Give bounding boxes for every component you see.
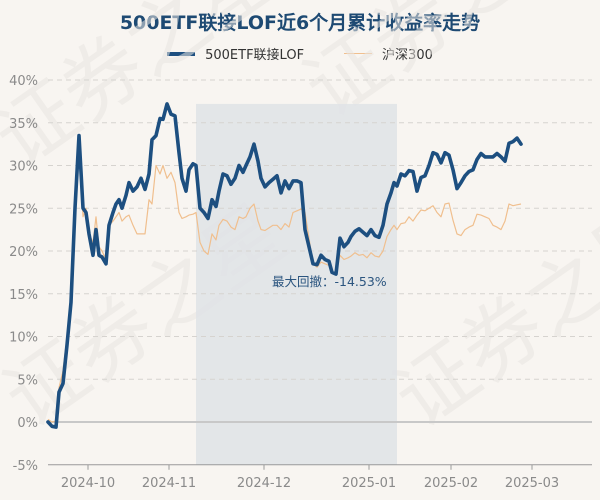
chart-title: 500ETF联接LOF近6个月累计收益率走势 (119, 12, 481, 34)
y-tick-label: 35% (9, 117, 38, 132)
legend-label-fund: 500ETF联接LOF (205, 48, 305, 63)
x-axis: 2024-10 2024-11 2024-12 2025-01 2025-02 2025-… (48, 464, 592, 491)
watermark-text: 证券之星 (378, 186, 600, 446)
x-tick-label: 2025-03 (505, 476, 559, 491)
series-line-hs300 (47, 143, 522, 423)
y-axis: 40% 35% 30% 25% 20% 15% 10% 5% 0% -5% (9, 74, 38, 474)
y-tick-label: -5% (13, 459, 38, 474)
legend: 500ETF联接LOF 沪深300 (0, 44, 600, 63)
legend-swatch-index (344, 52, 373, 55)
y-tick-label: 40% (9, 74, 38, 89)
y-tick-label: 5% (17, 373, 38, 388)
max-drawdown-label: 最大回撤：-14.53% (272, 274, 387, 289)
x-tick-label: 2024-10 (61, 476, 115, 491)
y-tick-label: 10% (9, 331, 38, 346)
legend-item-fund[interactable]: 500ETF联接LOF (167, 44, 304, 63)
x-tick-label: 2025-02 (424, 476, 478, 491)
grid-lines (48, 79, 592, 423)
y-tick-label: 25% (9, 202, 38, 217)
series-line-500etf-lof (46, 102, 523, 429)
y-tick-label: 15% (9, 288, 38, 303)
x-tick-label: 2025-01 (342, 476, 396, 491)
y-tick-label: 0% (17, 416, 38, 431)
x-tick-label: 2024-12 (237, 476, 291, 491)
x-tick-label: 2024-11 (142, 476, 196, 491)
legend-label-index: 沪深300 (382, 48, 433, 63)
legend-item-index[interactable]: 沪深300 (318, 44, 433, 63)
y-tick-label: 30% (9, 160, 38, 175)
legend-swatch-fund (167, 51, 196, 56)
max-drawdown-region (196, 103, 397, 465)
y-tick-label: 20% (9, 245, 38, 260)
